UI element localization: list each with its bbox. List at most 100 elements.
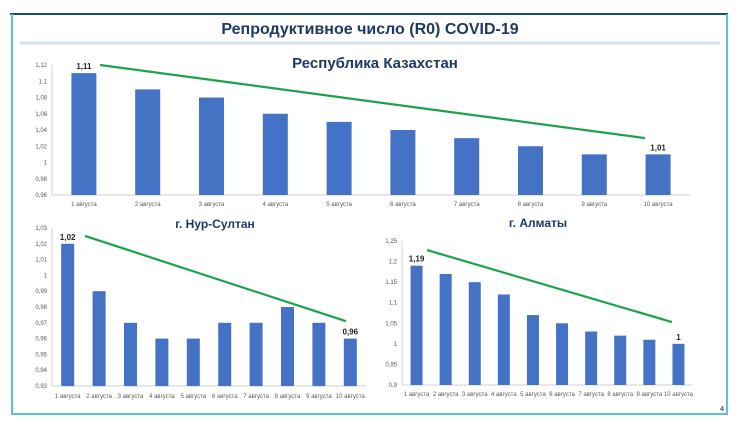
x-tick-label: 5 августа [520, 392, 546, 398]
y-tick-label: 1,05 [385, 321, 397, 327]
bar [155, 338, 169, 386]
x-tick-label: 10 августа [664, 392, 694, 398]
x-tick-label: 1 августа [404, 392, 430, 398]
x-tick-label: 2 августа [135, 202, 161, 208]
data-label: 1,11 [76, 62, 92, 71]
x-tick-label: 6 августа [549, 392, 575, 398]
x-tick-label: 7 августа [578, 392, 604, 398]
data-label: 1 [676, 333, 681, 342]
y-tick-label: 1,01 [35, 258, 47, 264]
y-tick-label: 1,2 [389, 260, 398, 266]
bar [249, 322, 263, 386]
bar [585, 331, 598, 385]
data-label: 1,01 [650, 143, 666, 152]
y-tick-label: 1,04 [35, 128, 47, 134]
bar [468, 282, 481, 385]
y-tick-label: 1,1 [39, 79, 48, 85]
bar [186, 338, 200, 386]
x-tick-label: 2 августа [433, 392, 459, 398]
x-tick-label: 10 августа [644, 202, 674, 208]
bar [672, 343, 685, 385]
x-tick-label: 2 августа [86, 394, 112, 400]
x-tick-label: 6 августа [212, 394, 238, 400]
x-tick-label: 4 августа [262, 202, 288, 208]
y-tick-label: 0,98 [35, 305, 47, 311]
chart-title: г. Нур-Султан [175, 217, 255, 231]
data-label: 0,96 [343, 328, 359, 337]
y-tick-label: 1,06 [35, 112, 47, 118]
bar [581, 154, 607, 195]
slide-title: Репродуктивное число (R0) COVID-19 [221, 21, 518, 38]
y-tick-label: 0,98 [35, 177, 47, 183]
bar [643, 339, 656, 385]
bar [326, 121, 352, 195]
y-tick-label: 0,99 [35, 289, 47, 295]
y-tick-label: 1,15 [385, 280, 397, 286]
bar [518, 146, 543, 195]
x-tick-label: 9 августа [581, 202, 607, 208]
trend-line [84, 234, 347, 323]
bar [71, 73, 97, 195]
bar [218, 322, 232, 386]
bar [124, 322, 137, 386]
data-label: 1,02 [60, 233, 76, 242]
x-tick-label: 8 августа [518, 202, 544, 208]
x-tick-label: 3 августа [118, 394, 144, 400]
x-tick-label: 7 августа [454, 202, 480, 208]
bar [390, 130, 416, 195]
bar [497, 294, 510, 385]
y-tick-label: 1 [44, 273, 48, 279]
x-tick-label: 8 августа [275, 394, 301, 400]
bar [410, 265, 423, 385]
bar [614, 335, 627, 385]
page-number: 4 [720, 406, 724, 413]
bar [645, 154, 671, 195]
chart-title: г. Алматы [509, 216, 567, 230]
y-tick-label: 1,1 [389, 301, 398, 307]
y-tick-label: 1,08 [35, 96, 47, 102]
bar [281, 307, 294, 386]
bar [312, 322, 326, 386]
y-tick-label: 0,95 [35, 352, 47, 358]
x-tick-label: 10 августа [336, 394, 366, 400]
y-tick-label: 1,25 [385, 239, 397, 245]
y-tick-label: 0,93 [35, 384, 47, 390]
bar [61, 243, 75, 386]
x-tick-label: 5 августа [180, 394, 206, 400]
bar [556, 323, 569, 385]
bar [343, 338, 357, 386]
bar [526, 315, 539, 385]
data-label: 1,19 [409, 255, 425, 264]
bar [135, 89, 161, 195]
y-tick-label: 0,95 [385, 362, 397, 368]
x-tick-label: 3 августа [199, 202, 225, 208]
bar [439, 273, 452, 385]
bar [199, 97, 224, 195]
y-tick-label: 0,94 [35, 368, 47, 374]
y-tick-label: 1,02 [35, 242, 47, 248]
y-tick-label: 1,03 [35, 226, 47, 232]
x-tick-label: 5 августа [326, 202, 352, 208]
y-tick-label: 1,12 [35, 63, 47, 69]
y-tick-label: 0,9 [389, 383, 398, 389]
x-tick-label: 1 августа [71, 202, 97, 208]
x-tick-label: 7 августа [243, 394, 269, 400]
bar [92, 291, 106, 386]
x-tick-label: 6 августа [390, 202, 416, 208]
x-tick-label: 3 августа [462, 392, 488, 398]
bar [454, 138, 480, 195]
x-tick-label: 9 августа [637, 392, 663, 398]
y-tick-label: 1 [394, 342, 398, 348]
chart-title: Республика Казахстан [292, 55, 458, 72]
trend-line [99, 63, 646, 140]
y-tick-label: 0,97 [35, 321, 47, 327]
y-tick-label: 1,02 [35, 144, 47, 150]
x-tick-label: 4 августа [491, 392, 517, 398]
trend-line [426, 248, 673, 324]
y-tick-label: 1 [44, 161, 48, 167]
y-tick-label: 0,96 [35, 337, 47, 343]
x-tick-label: 9 августа [306, 394, 332, 400]
y-tick-label: 0,96 [35, 193, 47, 199]
